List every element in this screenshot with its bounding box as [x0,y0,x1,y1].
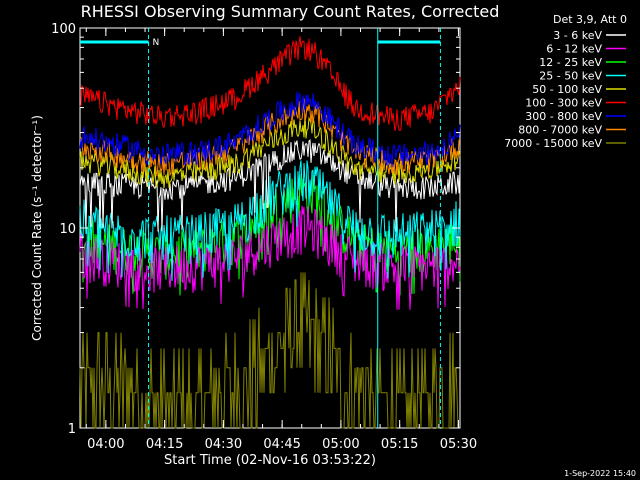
chart-title: RHESSI Observing Summary Count Rates, Co… [81,2,500,21]
legend-entry-label: 3 - 6 keV [553,29,602,42]
x-tick-label: 04:30 [205,437,242,452]
series-line [79,36,461,132]
series-100-300-kev [79,36,461,132]
legend-entry-label: 100 - 300 keV [525,97,602,110]
series-line [79,91,461,168]
series-line [79,205,461,310]
legend-entry-label: 7000 - 15000 keV [504,137,602,150]
legend-entry-label: 6 - 12 keV [546,43,602,56]
series-25-50-kev [79,160,461,281]
x-tick-label: 05:30 [440,437,477,452]
x-tick-label: 04:15 [146,437,183,452]
x-axis-label: Start Time (02-Nov-16 03:53:22) [164,453,376,468]
series-6-12-kev [79,205,461,310]
legend-entry-label: 12 - 25 keV [539,56,602,69]
footer-timestamp: 1-Sep-2022 15:40 [564,469,636,478]
y-axis-label: Corrected Count Rate (s⁻¹ detector⁻¹) [30,115,44,341]
legend-title: Det 3,9, Att 0 [553,13,627,26]
x-tick-label: 05:15 [381,437,418,452]
series-line [79,98,461,177]
series-line [79,138,461,232]
flag-label: N [153,38,160,48]
series-300-800-kev [79,91,461,168]
series-7000-15000-kev [79,272,460,429]
series-line [79,160,461,281]
y-tick-label: 100 [51,22,76,37]
legend-entry-label: 25 - 50 keV [539,70,602,83]
series-3-6-kev [79,138,461,232]
x-tick-label: 04:00 [87,437,124,452]
series-line [79,272,460,429]
x-tick-label: 04:45 [263,437,300,452]
legend-entry-label: 50 - 100 keV [532,83,602,96]
legend-entry-label: 800 - 7000 keV [518,124,602,137]
series-800-7000-kev [79,98,461,177]
x-tick-label: 05:00 [322,437,359,452]
y-tick-label: 10 [59,222,76,237]
y-tick-label: 1 [68,422,76,437]
legend-entry-label: 300 - 800 keV [525,110,602,123]
